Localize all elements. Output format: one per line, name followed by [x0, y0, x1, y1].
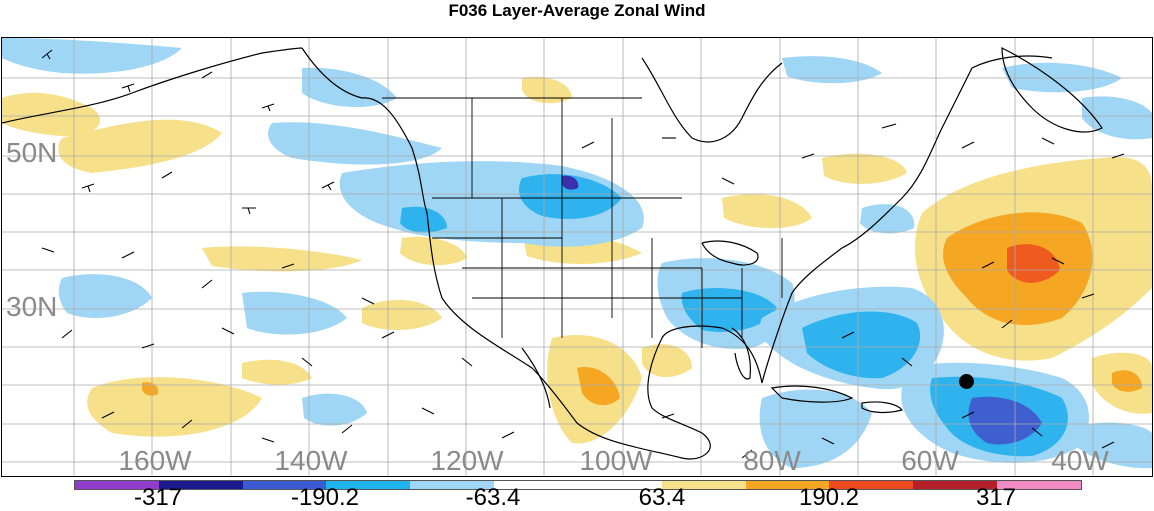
colorbar-swatch: [661, 481, 746, 489]
shade-strongblue-area: [968, 396, 1042, 445]
colorbar-label: 190.2: [798, 484, 860, 511]
coast-hudson: [641, 57, 783, 143]
shade-lightblue-area: [242, 291, 347, 335]
colorbar-label: -190.2: [290, 484, 360, 511]
colorbar-label: -317: [133, 484, 183, 511]
shade-orange-area: [1112, 370, 1142, 392]
lon-label-60w: 60W: [901, 445, 959, 476]
shade-lightblue-area: [302, 393, 367, 426]
map-panel: 50N 30N 160W 140W 120W 100W 80W 60W 40W: [1, 37, 1153, 477]
colorbar-swatch: [158, 481, 243, 489]
colorbar-swatch: [326, 481, 411, 489]
lon-label-140w: 140W: [274, 445, 348, 476]
shade-lightblue-area: [1002, 62, 1122, 93]
shade-yellow-area: [522, 76, 572, 104]
storm-center-dot: [959, 374, 974, 389]
color-scale-bar: [74, 480, 1082, 490]
lon-label-40w: 40W: [1051, 445, 1109, 476]
colorbar-label: -63.4: [465, 484, 521, 511]
shade-lightblue-area: [302, 67, 397, 108]
lon-label-160w: 160W: [118, 445, 192, 476]
shade-yellow-area: [242, 359, 312, 385]
shade-deepblue-area: [562, 175, 579, 190]
coast-greenland: [1001, 47, 1103, 133]
shade-yellow-area: [362, 299, 442, 330]
shade-orange-area: [142, 382, 159, 396]
shade-midblue-area: [518, 174, 622, 219]
shade-lightblue-area: [58, 274, 152, 318]
shade-yellow-area: [642, 344, 692, 378]
wind-map: [2, 38, 1152, 476]
shade-yellow-area: [400, 236, 467, 266]
colorbar-swatch: [410, 481, 495, 489]
shade-yellow-area: [822, 153, 907, 184]
shade-lightblue-area: [782, 56, 882, 84]
shade-red-area: [1007, 244, 1060, 283]
colorbar-swatch: [913, 481, 998, 489]
coast-baja: [521, 347, 551, 409]
shade-yellow-area: [87, 377, 263, 437]
shade-midblue-area: [681, 288, 777, 332]
shade-lightblue-area: [1082, 96, 1152, 140]
colorbar-swatch: [997, 481, 1081, 489]
shade-lightblue-area: [2, 38, 182, 74]
coast-alaska: [2, 47, 303, 124]
coast-north-america: [301, 47, 1053, 460]
shade-lightblue-area: [1072, 422, 1152, 469]
coastlines: [2, 47, 1103, 460]
coast-florida: [731, 327, 752, 380]
coast-cuba: [770, 385, 854, 403]
shade-lightblue-area: [759, 389, 872, 468]
colorbar-swatch: [75, 481, 159, 489]
shade-midblue-area: [802, 311, 921, 379]
graticule: [2, 38, 1152, 476]
colorbar-swatch: [577, 481, 662, 489]
colorbar-label: 317: [975, 484, 1017, 511]
wind-barbs: [41, 49, 1125, 459]
colorbar-swatch: [494, 481, 578, 489]
shade-lightblue-area: [860, 204, 915, 234]
lon-label-120w: 120W: [430, 445, 504, 476]
colorbar-swatch: [829, 481, 914, 489]
coast-greatlakes: [701, 240, 759, 266]
shade-yellow-area: [202, 246, 362, 272]
colorbar-swatch: [745, 481, 830, 489]
shade-orange-area: [577, 367, 620, 406]
shade-yellow-area: [58, 119, 222, 173]
lon-label-100w: 100W: [579, 445, 653, 476]
lon-label-80w: 80W: [743, 445, 801, 476]
coast-hispaniola: [861, 401, 904, 414]
state-borders: [382, 97, 783, 348]
shade-midblue-area: [400, 206, 447, 233]
page-title: F036 Layer-Average Zonal Wind: [448, 1, 706, 20]
shade-yellow-area: [2, 92, 101, 137]
colorbar-label: 63.4: [638, 484, 686, 511]
colorbar-swatch: [242, 481, 327, 489]
lat-label-30n: 30N: [6, 291, 58, 322]
lat-label-50n: 50N: [6, 137, 58, 168]
shade-yellow-area: [722, 194, 812, 229]
shading-layer: [2, 38, 1152, 469]
shade-lightblue-area: [268, 122, 442, 165]
